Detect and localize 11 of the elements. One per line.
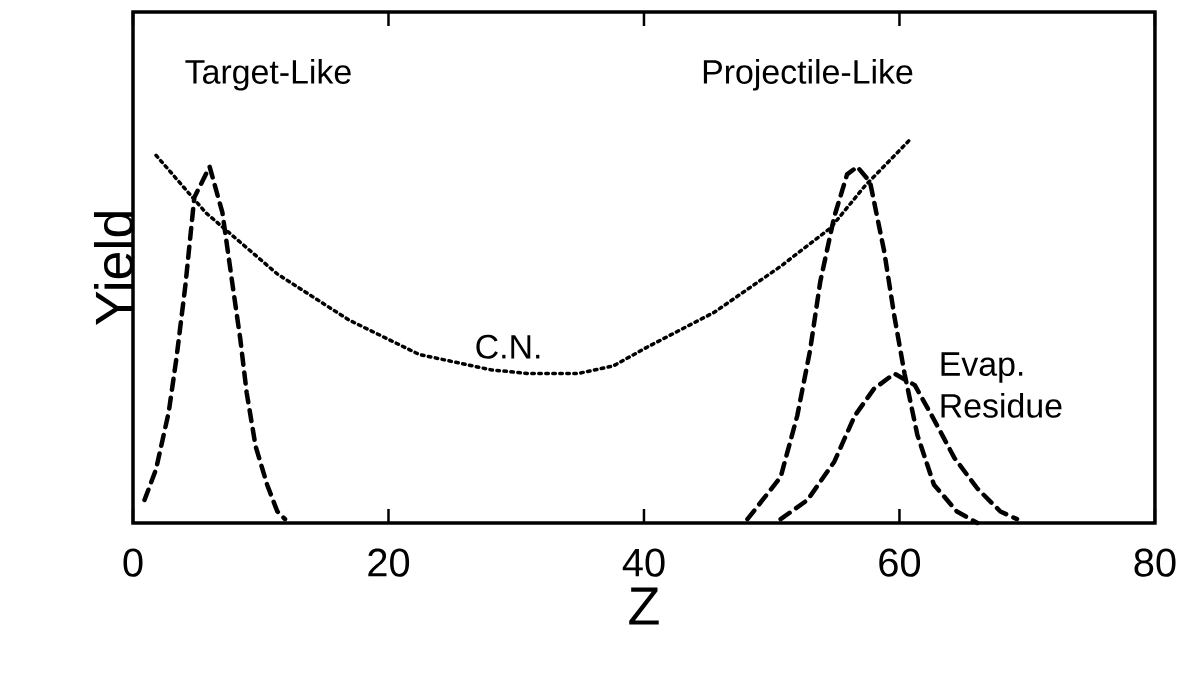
x-tick-label: 0	[123, 548, 143, 577]
x-axis-title: Z	[629, 587, 659, 625]
x-tick-label: 20	[368, 548, 410, 577]
y-axis-title: Yield	[93, 212, 134, 326]
x-tick-label: 80	[1134, 548, 1176, 577]
annotation: C.N.	[476, 334, 540, 359]
text: Projectile-Like	[703, 59, 913, 91]
x-tick-label: 40	[622, 548, 665, 577]
x-tick-label: 60	[879, 548, 921, 577]
annotation: Evap. Residue	[941, 352, 1062, 418]
text: Target-Like	[185, 59, 351, 91]
